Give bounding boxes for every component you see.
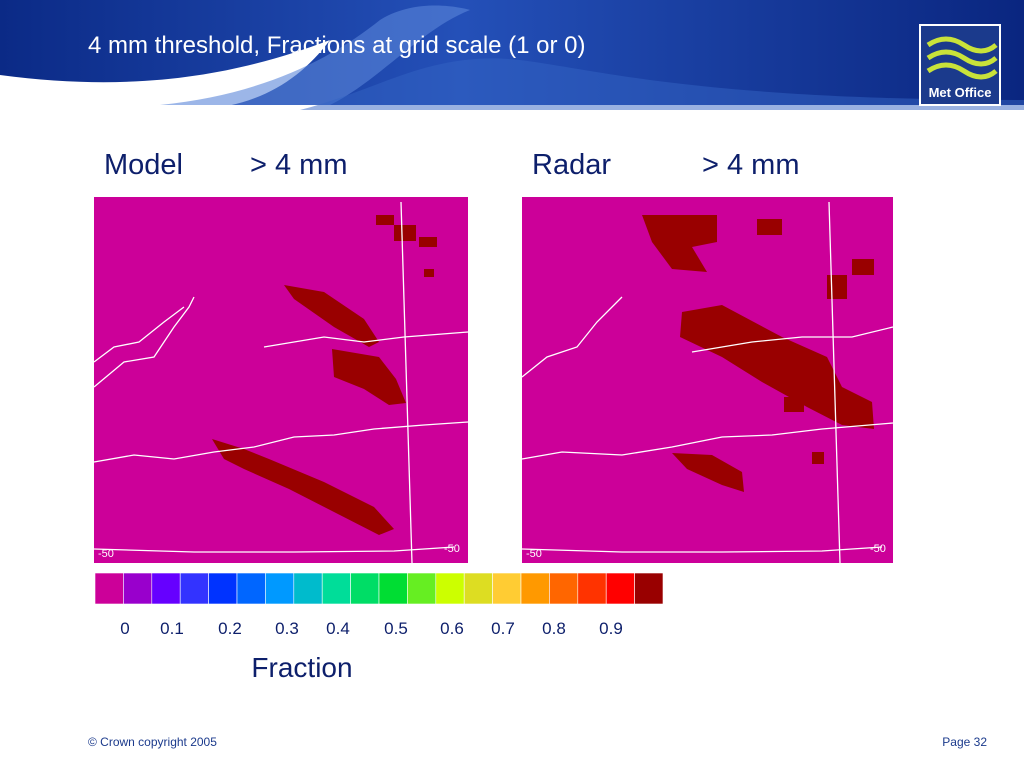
page-number: Page 32 — [942, 735, 987, 749]
colorbar: 0 0.1 0.2 0.3 0.4 0.5 0.6 0.7 0.8 0.9 — [94, 572, 664, 638]
colorbar-label: 0.9 — [599, 619, 623, 638]
radar-map: -50 -50 — [521, 197, 894, 564]
map-axis-label: -50 — [526, 548, 542, 560]
colorbar-swatch — [407, 572, 437, 605]
map-axis-label: -50 — [870, 543, 886, 555]
logo-text: Met Office — [929, 85, 992, 100]
colorbar-swatch — [236, 572, 266, 605]
colorbar-swatch — [208, 572, 238, 605]
colorbar-swatch — [378, 572, 408, 605]
logo: Met Office — [919, 24, 1001, 106]
colorbar-label: 0.5 — [384, 619, 408, 638]
colorbar-swatch — [350, 572, 380, 605]
colorbar-swatch — [265, 572, 295, 605]
colorbar-swatch — [605, 572, 635, 605]
colorbar-label: 0.7 — [491, 619, 515, 638]
colorbar-swatch — [492, 572, 522, 605]
colorbar-swatch — [435, 572, 465, 605]
header-band — [0, 0, 1024, 110]
map-axis-label: -50 — [444, 543, 460, 555]
colorbar-swatch — [151, 572, 181, 605]
colorbar-label: 0.2 — [218, 619, 242, 638]
slide-title: 4 mm threshold, Fractions at grid scale … — [88, 32, 586, 59]
colorbar-title: Fraction — [251, 652, 352, 683]
copyright: © Crown copyright 2005 — [88, 735, 217, 749]
model-map: -50 -50 — [93, 197, 469, 564]
colorbar-swatch — [293, 572, 323, 605]
colorbar-swatch — [549, 572, 579, 605]
colorbar-swatch — [179, 572, 209, 605]
colorbar-swatch — [520, 572, 550, 605]
panel-title: Radar — [532, 149, 611, 181]
colorbar-label: 0.8 — [542, 619, 566, 638]
colorbar-swatch — [123, 572, 153, 605]
colorbar-swatch — [463, 572, 493, 605]
colorbar-swatch — [634, 572, 664, 605]
panel-title: Model — [104, 149, 183, 181]
colorbar-swatch — [321, 572, 351, 605]
colorbar-label: 0.6 — [440, 619, 464, 638]
panel-threshold: > 4 mm — [250, 149, 348, 181]
colorbar-swatch — [94, 572, 124, 605]
colorbar-label: 0.3 — [275, 619, 299, 638]
colorbar-label: 0.4 — [326, 619, 350, 638]
colorbar-label: 0.1 — [160, 619, 184, 638]
colorbar-label: 0 — [120, 619, 129, 638]
panel-threshold: > 4 mm — [702, 149, 800, 181]
colorbar-swatch — [577, 572, 607, 605]
map-axis-label: -50 — [98, 548, 114, 560]
